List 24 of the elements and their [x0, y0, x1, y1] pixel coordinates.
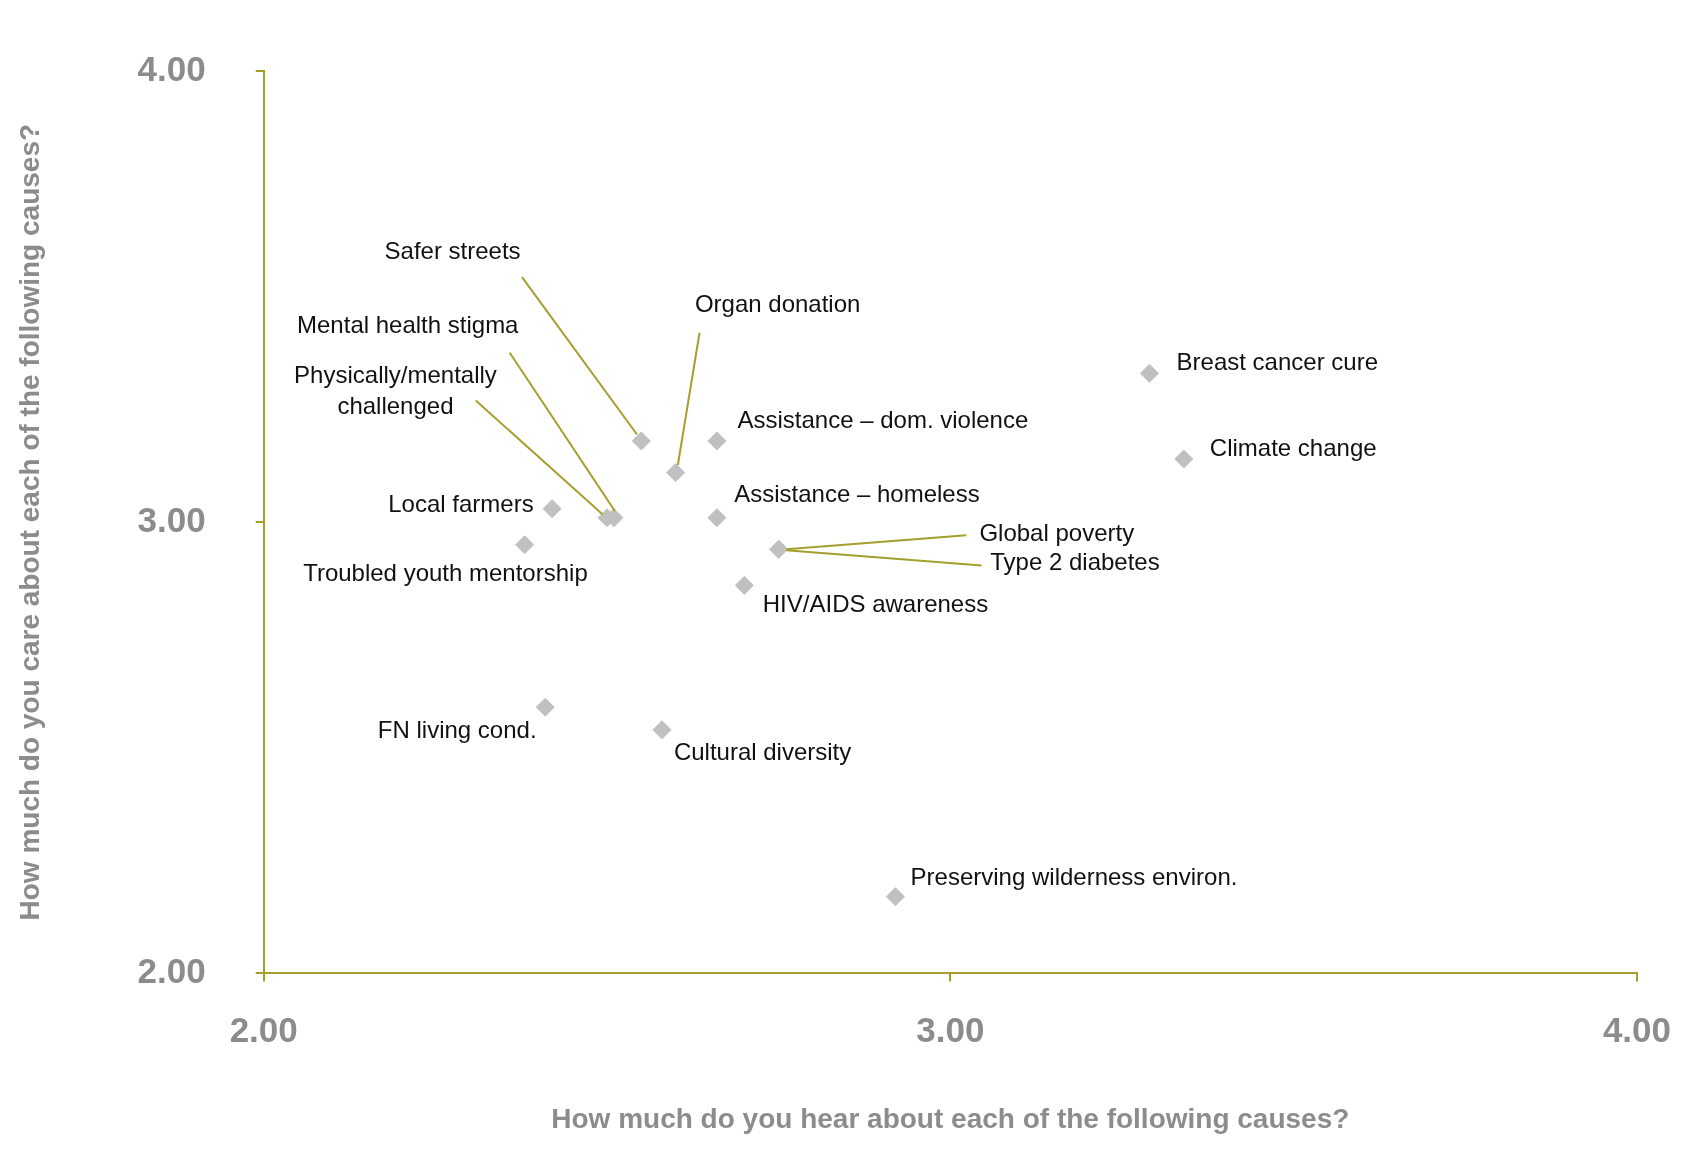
annotation: Assistance – homeless — [734, 479, 980, 507]
annotation: Assistance – dom. violence — [737, 406, 1029, 434]
y-tick-label: 4.00 — [137, 48, 206, 88]
annotation: Physically/mentally challenged — [294, 360, 497, 419]
annotation: Troubled youth mentorship — [303, 558, 588, 586]
x-tick-label: 4.00 — [1602, 1010, 1671, 1050]
annotation: Cultural diversity — [673, 738, 852, 766]
annotation: Safer streets — [384, 236, 521, 264]
x-tick-label: 3.00 — [916, 1010, 985, 1050]
annotation: Local farmers — [388, 490, 534, 518]
x-tick-label: 2.00 — [229, 1010, 298, 1050]
annotation: Breast cancer cure — [1176, 348, 1378, 376]
y-tick-label: 2.00 — [137, 951, 206, 991]
annotation: Preserving wilderness environ. — [910, 862, 1238, 890]
annotation: Climate change — [1209, 433, 1377, 461]
y-tick-label: 3.00 — [137, 499, 206, 539]
annotation: FN living cond. — [377, 715, 537, 743]
x-axis-title: How much do you hear about each of the following causes? — [551, 1102, 1350, 1134]
annotation: HIV/AIDS awareness — [762, 589, 989, 617]
annotation: Global poverty — [979, 518, 1135, 546]
y-axis-title: How much do you care about each of the following causes? — [13, 123, 45, 921]
annotation: Type 2 diabetes — [990, 548, 1160, 575]
annotation: Mental health stigma — [297, 311, 520, 339]
annotation: Organ donation — [694, 290, 861, 318]
